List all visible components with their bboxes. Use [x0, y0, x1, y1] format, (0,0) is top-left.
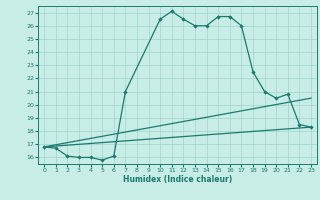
X-axis label: Humidex (Indice chaleur): Humidex (Indice chaleur): [123, 175, 232, 184]
